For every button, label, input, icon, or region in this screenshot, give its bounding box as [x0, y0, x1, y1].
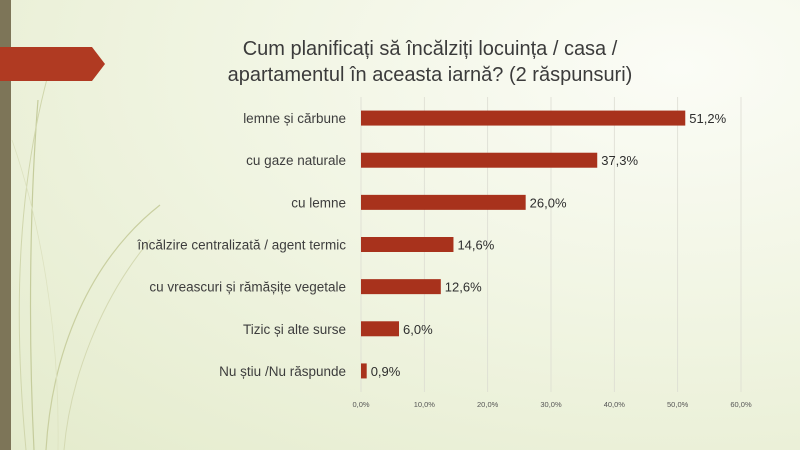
bar	[361, 194, 526, 210]
value-label: 51,2%	[689, 111, 726, 126]
bar	[361, 279, 441, 295]
category-label: cu vreascuri și rămășițe vegetale	[149, 280, 346, 295]
x-tick-label: 20,0%	[477, 400, 499, 409]
bar	[361, 363, 367, 379]
value-label: 6,0%	[403, 322, 433, 337]
value-label: 12,6%	[445, 280, 482, 295]
chart-title-line1: Cum planificați să încălziți locuința / …	[242, 38, 618, 60]
x-tick-label: 10,0%	[414, 400, 436, 409]
chart-title-line2: apartamentul în aceasta iarnă? (2 răspun…	[227, 64, 633, 86]
title-arrow-icon	[0, 47, 105, 81]
category-label: cu lemne	[291, 195, 346, 210]
x-tick-label: 40,0%	[604, 400, 626, 409]
category-label: Tizic și alte surse	[243, 322, 346, 337]
x-tick-label: 60,0%	[730, 400, 752, 409]
category-label: lemne și cărbune	[243, 111, 346, 126]
bar	[361, 110, 686, 126]
category-label: încălzire centralizată / agent termic	[136, 238, 346, 253]
bar	[361, 237, 454, 252]
value-label: 26,0%	[530, 195, 567, 210]
left-decorative-strip	[0, 0, 11, 450]
value-label: 0,9%	[371, 364, 401, 379]
x-tick-label: 0,0%	[352, 400, 369, 409]
category-label: Nu știu /Nu răspunde	[219, 364, 346, 379]
value-label: 37,3%	[601, 153, 638, 168]
x-tick-label: 50,0%	[667, 400, 689, 409]
bar	[361, 321, 399, 337]
category-label: cu gaze naturale	[246, 153, 346, 168]
x-tick-label: 30,0%	[540, 400, 562, 409]
bar	[361, 152, 598, 168]
value-label: 14,6%	[457, 238, 494, 253]
chart-title: Cum planificați să încălziți locuința / …	[150, 36, 710, 88]
